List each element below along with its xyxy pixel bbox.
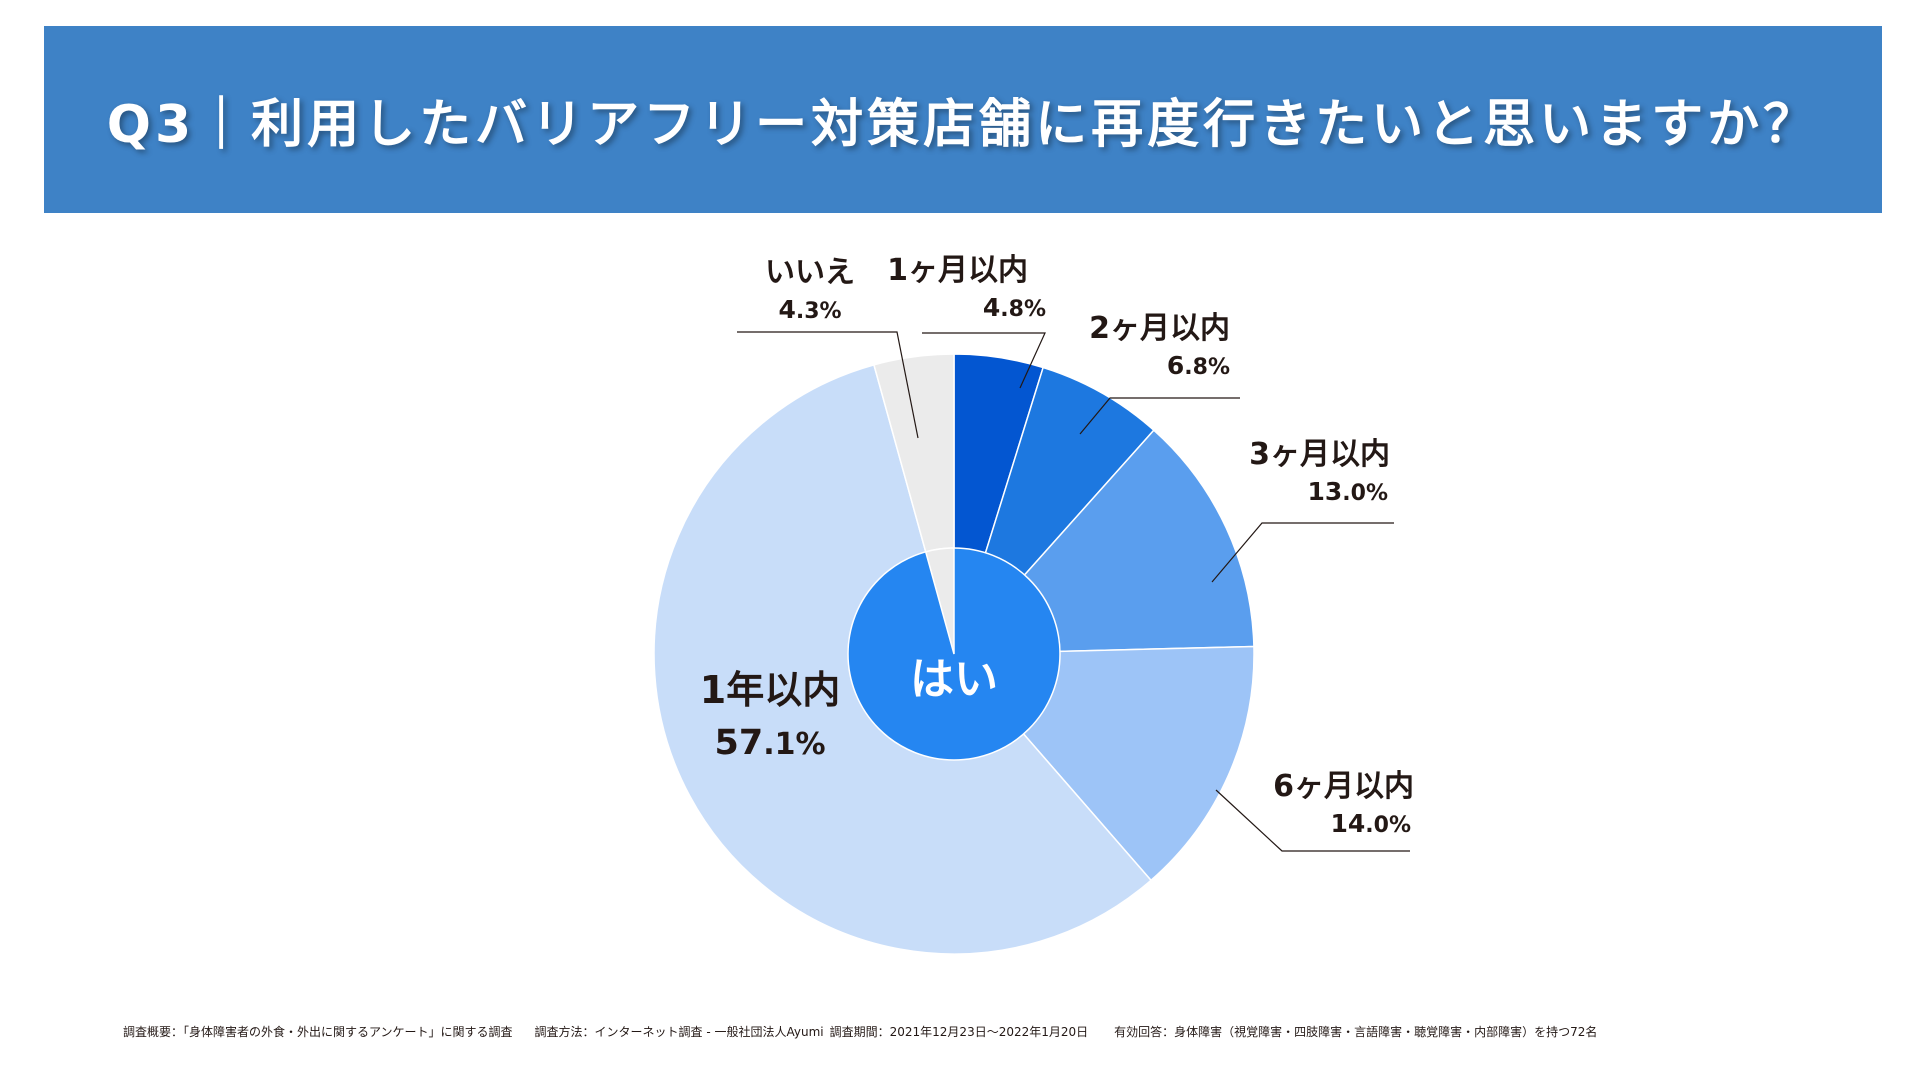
footer-method: 調査方法：インターネット調査 - 一般社団法人Ayumi <box>534 1025 824 1039</box>
slice-value: 14.0% <box>1330 809 1411 838</box>
slice-value: 6.8% <box>1167 351 1230 380</box>
slice-label: 3ヶ月以内 <box>1249 437 1390 472</box>
slice-label: 6ヶ月以内 <box>1273 769 1414 804</box>
leader-line <box>1079 397 1240 435</box>
leader-lines <box>737 331 1410 852</box>
slice-value: 4.8% <box>983 293 1046 322</box>
footer-respondents: 有効回答：身体障害（視覚障害・四肢障害・言語障害・聴覚障害・内部障害）を持つ72… <box>1114 1025 1598 1039</box>
center-label-yes: はい <box>910 654 998 705</box>
title-banner: Q3｜利用したバリアフリー対策店舗に再度行きたいと思いますか？ <box>44 26 1882 213</box>
no-wedge-inner <box>924 547 955 655</box>
slice-label: いいえ <box>765 255 855 290</box>
footer-overview: 調査概要：「身体障害者の外食・外出に関するアンケート」に関する調査 <box>123 1025 513 1039</box>
leader-line <box>1211 522 1394 583</box>
leader-line <box>922 332 1046 389</box>
slice-value: 57.1% <box>714 723 825 763</box>
slice-labels: 1ヶ月以内 4.8% 2ヶ月以内 6.8% 3ヶ月以内 13.0% 6ヶ月以内 14.0% 1年… <box>700 253 1414 838</box>
slice-label: 2ヶ月以内 <box>1089 311 1230 346</box>
footer-period: 調査期間：2021年12月23日〜2022年1月20日 <box>829 1025 1089 1039</box>
leader-line <box>1215 789 1410 852</box>
slice-label: 1ヶ月以内 <box>887 253 1028 288</box>
slice-label: 1年以内 <box>700 668 840 712</box>
slice-value: 13.0% <box>1307 477 1388 506</box>
page-title: Q3｜利用したバリアフリー対策店舗に再度行きたいと思いますか？ <box>106 95 1820 155</box>
slice-value: 4.3% <box>778 295 841 324</box>
footer-notes: 調査概要：「身体障害者の外食・外出に関するアンケート」に関する調査 調査方法：イ… <box>123 1023 1883 1040</box>
leader-line <box>737 331 919 439</box>
